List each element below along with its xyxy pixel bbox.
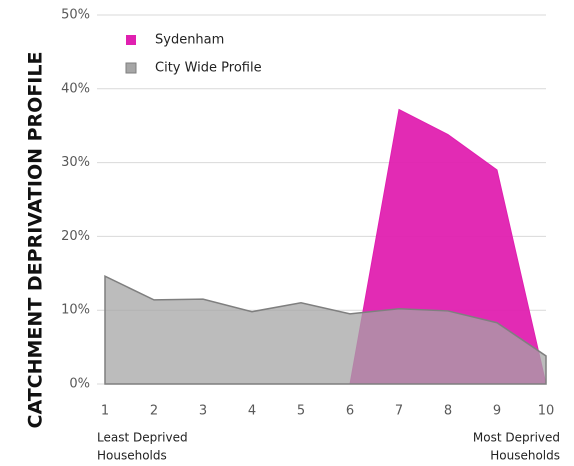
y-axis-label: CATCHMENT DEPRIVATION PROFILE [25, 52, 47, 429]
x-tick-label: 3 [199, 404, 207, 419]
area [104, 275, 547, 385]
y-tick-label: 20% [61, 229, 90, 244]
x-tick-label: 9 [493, 404, 501, 419]
y-tick-label: 30% [61, 155, 90, 170]
x-tick-label: 2 [150, 404, 158, 419]
legend-swatch [126, 35, 136, 45]
x-annotation: Least Deprived [97, 431, 188, 445]
y-tick-label: 40% [61, 81, 90, 96]
y-tick-label: 10% [61, 303, 90, 318]
x-annotation: Most Deprived [473, 431, 560, 445]
x-tick-label: 6 [346, 404, 354, 419]
y-tick-label: 0% [69, 377, 90, 392]
x-tick-label: 10 [538, 404, 555, 419]
legend-label: City Wide Profile [155, 61, 262, 76]
x-tick-label: 1 [101, 404, 109, 419]
legend-swatch [125, 62, 137, 74]
x-annotation: Households [490, 449, 560, 463]
x-tick-label: 8 [444, 404, 452, 419]
legend-label: Sydenham [155, 33, 224, 48]
x-tick-label: 7 [395, 404, 403, 419]
y-tick-label: 50% [61, 8, 90, 23]
x-tick-label: 5 [297, 404, 305, 419]
x-tick-label: 4 [248, 404, 256, 419]
x-annotation: Households [97, 449, 167, 463]
